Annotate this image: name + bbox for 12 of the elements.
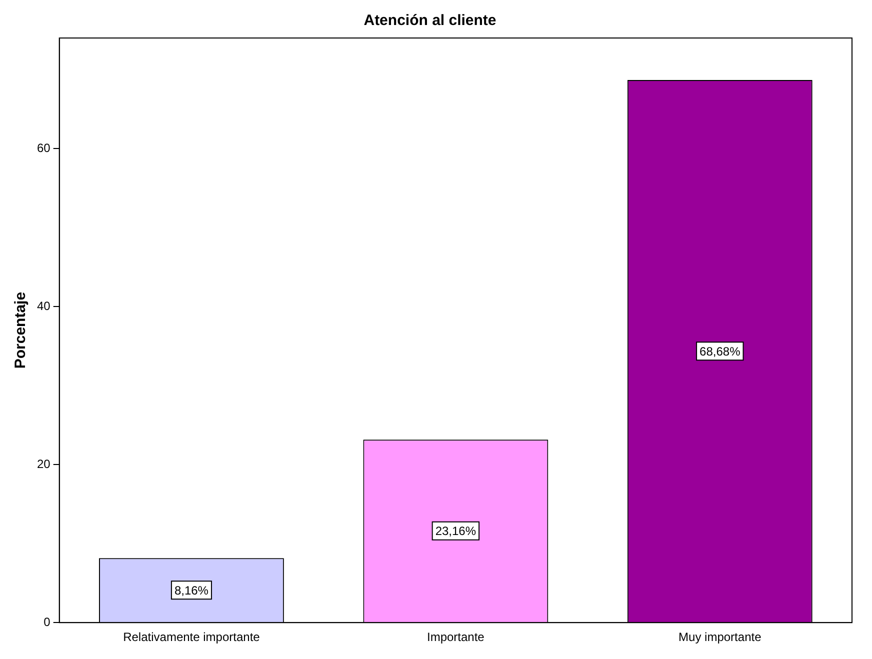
x-tick-label: Muy importante [678, 630, 762, 644]
y-axis-title: Porcentaje [12, 292, 30, 369]
x-tick-label: Importante [426, 630, 485, 644]
data-label: 8,16% [174, 583, 209, 598]
chart-title: Atención al cliente [364, 12, 496, 30]
y-tick-label: 40 [36, 298, 51, 313]
y-tick-label: 20 [36, 456, 51, 471]
y-tick-label: 0 [44, 614, 51, 629]
y-tick-label: 60 [36, 140, 51, 155]
data-label: 68,68% [700, 344, 741, 358]
x-tick-label: Relativamente importante [123, 630, 260, 644]
data-label: 23,16% [435, 524, 476, 538]
